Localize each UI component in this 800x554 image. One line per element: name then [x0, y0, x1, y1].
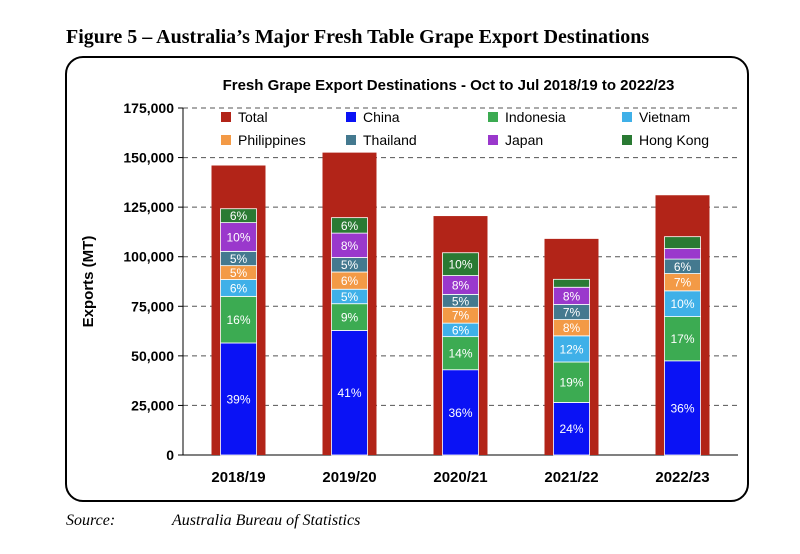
- data-label: 10%: [226, 230, 250, 244]
- data-label: 10%: [448, 258, 472, 272]
- segment-china: [442, 369, 479, 456]
- segment-hong-kong: [664, 236, 701, 249]
- segment-indonesia: [442, 336, 479, 371]
- data-label: 12%: [559, 342, 583, 356]
- y-tick-label: 75,000: [131, 298, 174, 314]
- data-label: 5%: [452, 294, 470, 308]
- data-label: 24%: [559, 422, 583, 436]
- y-tick-label: 175,000: [123, 100, 174, 116]
- legend-label: Total: [238, 109, 268, 125]
- segment-hong-kong: [442, 252, 479, 276]
- segment-hong-kong: [220, 208, 257, 224]
- legend-swatch: [221, 112, 231, 122]
- data-label: 7%: [452, 309, 470, 323]
- x-tick-label: 2021/22: [544, 469, 598, 486]
- y-tick-label: 150,000: [123, 150, 174, 166]
- segment-indonesia: [553, 361, 590, 403]
- data-label: 5%: [230, 252, 248, 266]
- legend-label: Japan: [505, 132, 543, 148]
- data-label: 5%: [341, 290, 359, 304]
- data-label: 9%: [341, 311, 359, 325]
- data-label: 6%: [674, 260, 692, 274]
- data-label: 6%: [452, 323, 470, 337]
- x-tick-label: 2022/23: [655, 469, 709, 486]
- data-label: 10%: [670, 297, 694, 311]
- y-tick-label: 0: [166, 447, 174, 463]
- segment-vietnam: [553, 335, 590, 363]
- legend-swatch: [221, 135, 231, 145]
- x-tick-label: 2018/19: [211, 469, 265, 486]
- legend-label: Hong Kong: [639, 132, 709, 148]
- data-label: 17%: [670, 332, 694, 346]
- legend-label: Philippines: [238, 132, 306, 148]
- data-label: 7%: [563, 306, 581, 320]
- data-label: 8%: [341, 239, 359, 253]
- legend-label: China: [363, 109, 400, 125]
- legend-label: Thailand: [363, 132, 417, 148]
- y-tick-label: 25,000: [131, 397, 174, 413]
- data-label: 6%: [341, 219, 359, 233]
- data-label: 16%: [226, 313, 250, 327]
- data-label: 41%: [337, 386, 361, 400]
- segment-china: [553, 402, 590, 456]
- data-label: 6%: [230, 209, 248, 223]
- segment-china: [331, 330, 368, 456]
- legend-label: Indonesia: [505, 109, 566, 125]
- y-tick-label: 125,000: [123, 199, 174, 215]
- data-label: 36%: [448, 406, 472, 420]
- source-text: Australia Bureau of Statistics: [172, 512, 361, 529]
- segment-japan: [664, 248, 701, 260]
- x-tick-label: 2019/20: [322, 469, 376, 486]
- data-label: 14%: [448, 347, 472, 361]
- data-label: 39%: [226, 392, 250, 406]
- data-label: 36%: [670, 401, 694, 415]
- x-tick-label: 2020/21: [433, 469, 487, 486]
- chart-title: Fresh Grape Export Destinations - Oct to…: [223, 77, 675, 94]
- source-line: Source: Australia Bureau of Statistics: [66, 512, 360, 530]
- y-axis-label: Exports (MT): [80, 236, 97, 328]
- segment-hong-kong: [331, 217, 368, 234]
- data-label: 8%: [452, 278, 470, 292]
- source-label: Source:: [66, 512, 116, 529]
- data-label: 6%: [341, 274, 359, 288]
- data-label: 8%: [563, 321, 581, 335]
- legend-swatch: [346, 135, 356, 145]
- figure-title: Figure 5 – Australia’s Major Fresh Table…: [66, 26, 650, 48]
- y-tick-label: 50,000: [131, 348, 174, 364]
- chart-frame: [65, 56, 749, 502]
- data-label: 5%: [341, 258, 359, 272]
- legend-swatch: [622, 135, 632, 145]
- data-label: 8%: [563, 289, 581, 303]
- segment-indonesia: [664, 316, 701, 362]
- data-label: 5%: [230, 266, 248, 280]
- y-tick-label: 100,000: [123, 249, 174, 265]
- legend-swatch: [488, 135, 498, 145]
- segment-japan: [220, 222, 257, 252]
- segment-china: [664, 360, 701, 456]
- segment-indonesia: [331, 303, 368, 331]
- legend-label: Vietnam: [639, 109, 690, 125]
- data-label: 6%: [230, 281, 248, 295]
- legend-swatch: [346, 112, 356, 122]
- data-label: 7%: [674, 276, 692, 290]
- segment-hong-kong: [553, 278, 590, 288]
- data-label: 19%: [559, 376, 583, 390]
- legend-swatch: [622, 112, 632, 122]
- legend-swatch: [488, 112, 498, 122]
